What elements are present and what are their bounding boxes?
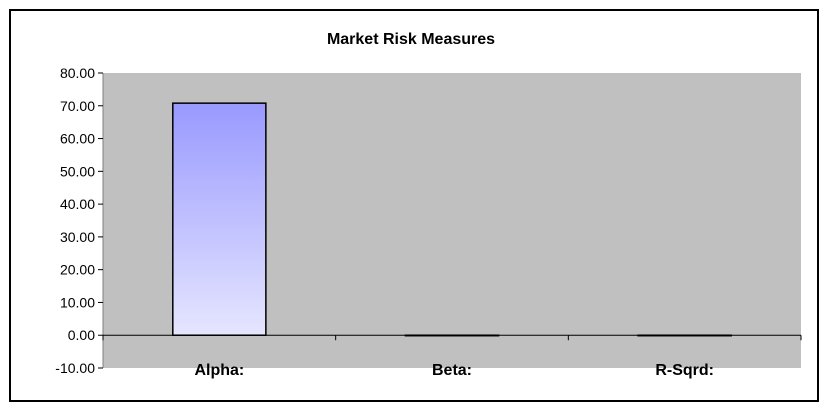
x-tick-label: Alpha: (194, 362, 244, 379)
bar-alpha (172, 102, 267, 336)
y-tick-label: 80.00 (60, 65, 95, 81)
y-tick-label: 70.00 (60, 98, 95, 114)
y-tick-label: 30.00 (60, 229, 95, 245)
y-tick-label: 10.00 (60, 294, 95, 310)
bars (172, 102, 732, 337)
y-tick-label: 20.00 (60, 262, 95, 278)
bar-beta (404, 334, 500, 337)
y-axis: 80.00 70.00 60.00 50.00 40.00 30.00 20.00 10.00… (55, 65, 104, 376)
bar-rsqrd (637, 334, 732, 337)
chart-title: Market Risk Measures (327, 31, 495, 48)
y-tick-label: 50.00 (60, 163, 95, 179)
y-tick-label: 0.00 (68, 327, 95, 343)
x-tick-label: Beta: (432, 362, 472, 379)
x-tick-label: R-Sqrd: (655, 362, 714, 379)
x-axis: Alpha: Beta: R-Sqrd: (102, 334, 802, 379)
y-tick-label: -10.00 (55, 360, 95, 376)
y-tick-label: 60.00 (60, 131, 95, 147)
y-tick-label: 40.00 (60, 196, 95, 212)
